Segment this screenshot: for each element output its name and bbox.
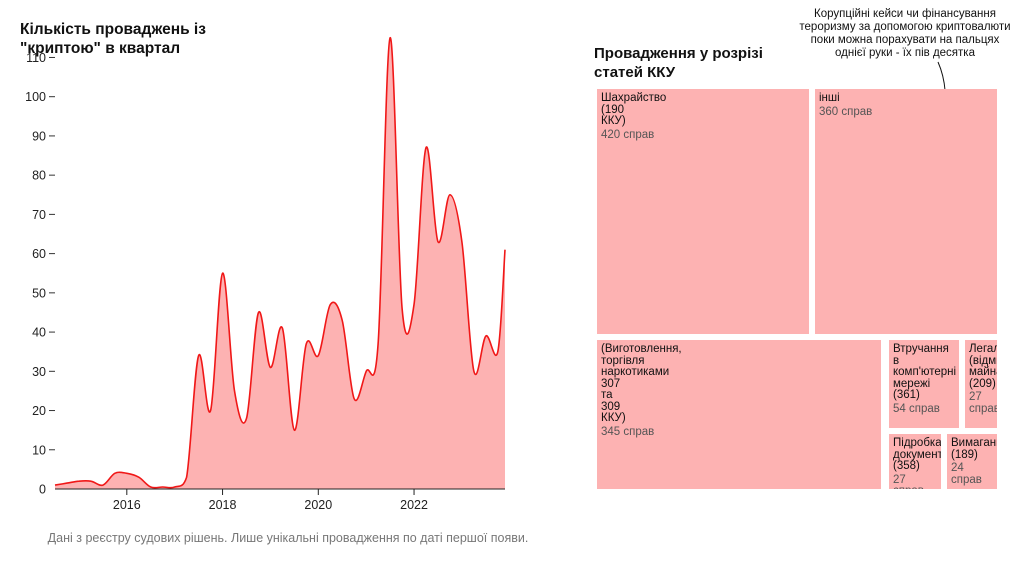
chart-caption: Дані з реєстру судових рішень. Лише унік…: [47, 531, 529, 545]
series-line: [54, 36, 506, 489]
y-tick-label: 100: [25, 90, 46, 104]
y-tick-label: 70: [32, 208, 46, 222]
y-tick-label: 60: [32, 247, 46, 261]
treemap-cell: Легалізація(відмивання)майна(209)27 спра…: [965, 340, 997, 428]
y-tick-label: 50: [32, 286, 46, 300]
area-fill: [55, 37, 505, 489]
x-tick-label: 2016: [113, 498, 141, 512]
treemap-cell: Вимагання(189)24 справ: [947, 434, 997, 489]
treemap-cell-label: (Виготовлення, торгівля наркотиками 307 та 30…: [601, 343, 682, 424]
y-tick-label: 0: [39, 483, 46, 497]
treemap-cell-label: Легалізація(відмивання)майна(209): [969, 343, 997, 390]
treemap-cell-value: 345 справ: [601, 425, 655, 438]
treemap-cell: Втручання в комп'ютерні мережі (361) 54 справ: [889, 340, 959, 428]
treemap-cell-value: 360 справ: [819, 105, 873, 118]
treemap-cell-value: 24 справ: [951, 462, 982, 486]
treemap-cell-label: Підробкадокументів(358): [893, 437, 941, 472]
treemap-title: Провадження у розрізі статей ККУ: [594, 45, 763, 81]
treemap-cell: інші 360 справ: [815, 89, 997, 334]
treemap-cell: Підробкадокументів(358)27 справ: [889, 434, 941, 489]
y-tick-label: 10: [32, 443, 46, 457]
line-chart-title: Кількість проваджень із "криптою" в квар…: [20, 21, 206, 57]
treemap-cell-value: 420 справ: [601, 128, 655, 141]
x-tick-label: 2018: [209, 498, 237, 512]
treemap-cell-label: інші: [819, 92, 840, 104]
treemap-cell-label: Шахрайство (190 ККУ): [601, 92, 667, 127]
y-tick-label: 40: [32, 326, 46, 340]
y-tick-label: 90: [32, 129, 46, 143]
y-tick-label: 30: [32, 365, 46, 379]
treemap-cell: Шахрайство (190 ККУ) 420 справ: [597, 89, 809, 334]
x-tick-label: 2022: [400, 498, 428, 512]
treemap-cell-value: 54 справ: [893, 402, 940, 415]
treemap-cell-label: Втручання в комп'ютерні мережі (361): [893, 343, 957, 401]
line-chart: 10 20 30 40 50 60 70 80 90 100 110 0 2016 2018 2020 202…: [25, 36, 506, 512]
treemap-cell-value: 27 справ: [893, 473, 924, 489]
treemap-cell: (Виготовлення, торгівля наркотиками 307 та 30…: [597, 340, 881, 489]
x-tick-label: 2020: [304, 498, 332, 512]
annotation-note: Корупційні кейси чи фінансування терориз…: [799, 8, 1011, 59]
treemap-cell-value: 27 справ: [969, 391, 997, 415]
y-tick-label: 80: [32, 169, 46, 183]
treemap-cell-label: Вимагання(189): [951, 437, 997, 461]
y-tick-label: 110: [26, 51, 46, 65]
y-tick-label: 20: [32, 404, 46, 418]
